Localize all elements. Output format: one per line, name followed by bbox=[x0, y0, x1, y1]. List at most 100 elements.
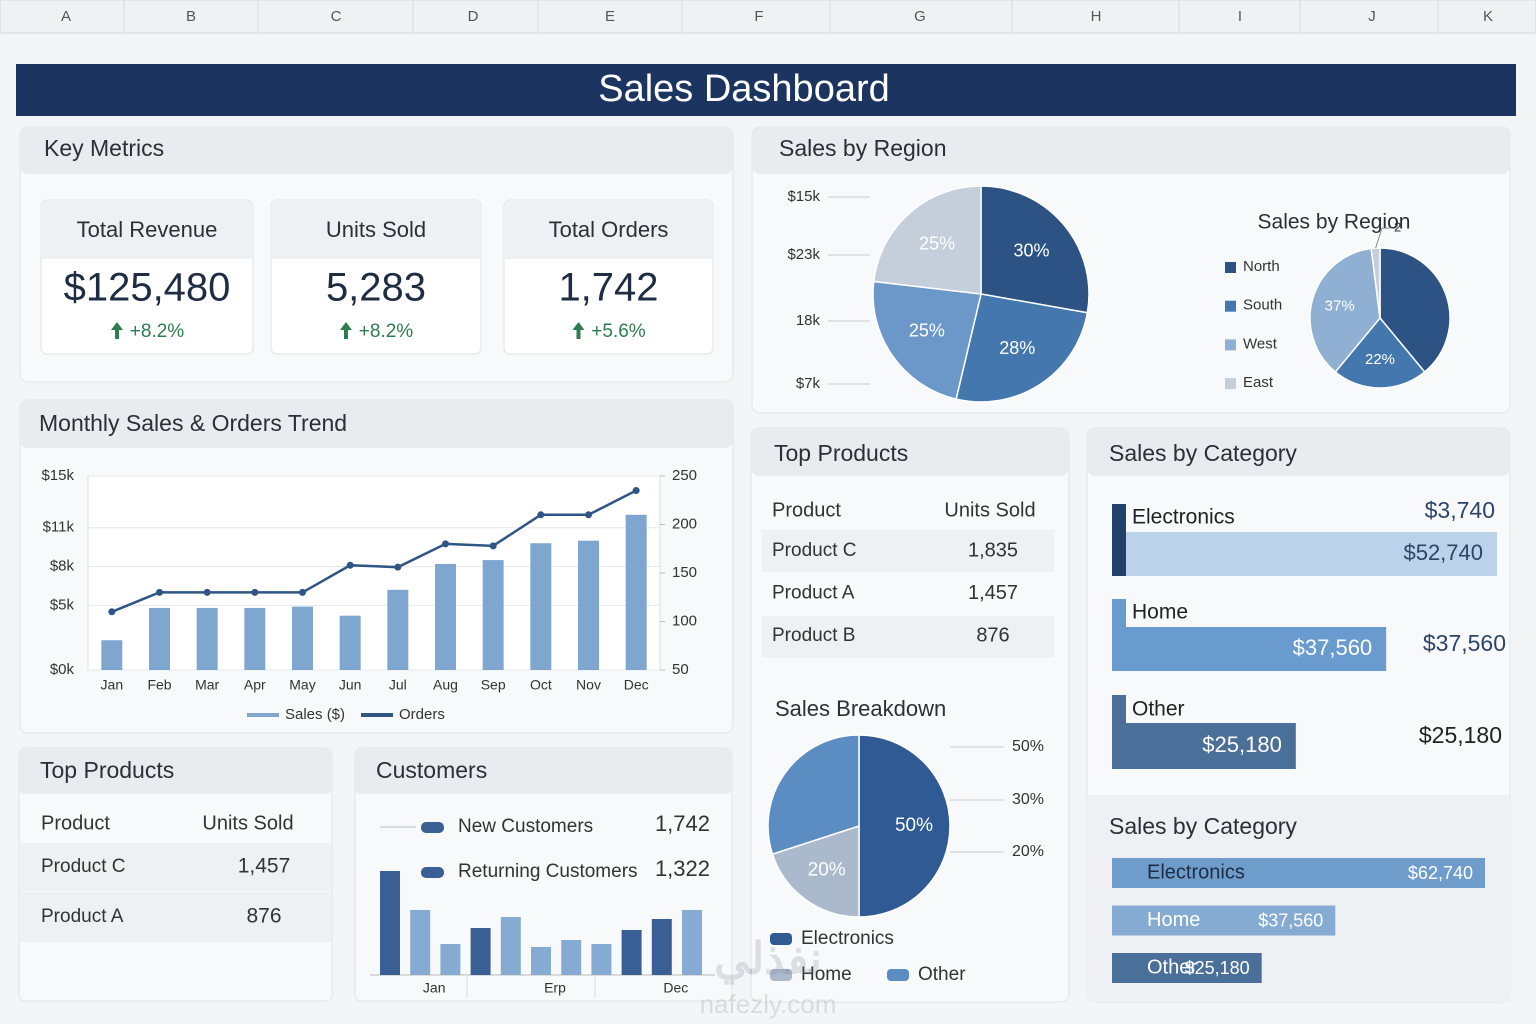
bar bbox=[292, 606, 313, 670]
legend-label: South bbox=[1243, 297, 1282, 314]
legend-swatch bbox=[1225, 262, 1236, 273]
line-marker bbox=[251, 588, 259, 596]
table-row-bg bbox=[762, 530, 1054, 572]
table-cell: 1,457 bbox=[238, 855, 291, 878]
panel-title: Monthly Sales & Orders Trend bbox=[39, 410, 347, 436]
pie-slice bbox=[955, 293, 1089, 403]
x-tick-label: Jul bbox=[389, 677, 407, 693]
x-tick-label: Jun bbox=[339, 677, 362, 693]
pie-slice bbox=[872, 280, 982, 400]
metric-value: 5,283 bbox=[326, 266, 426, 310]
data-label: 30% bbox=[1014, 240, 1050, 260]
table-cell: 1,835 bbox=[968, 539, 1018, 561]
legend-swatch bbox=[1225, 300, 1236, 312]
leader-line bbox=[1375, 227, 1391, 249]
column-label: E bbox=[605, 8, 615, 25]
legend-label: Other bbox=[918, 964, 966, 985]
data-label: $37,560 bbox=[1258, 910, 1323, 930]
category-label: Other bbox=[1132, 698, 1185, 721]
bar-accent bbox=[1112, 504, 1126, 576]
table-row-bg bbox=[20, 892, 331, 942]
x-tick-label: Feb bbox=[147, 677, 171, 693]
table-cell: 1,457 bbox=[968, 582, 1018, 604]
column-label: H bbox=[1091, 8, 1102, 25]
pie-slice bbox=[771, 824, 860, 918]
panel-title: Sales by Region bbox=[779, 135, 947, 161]
bar bbox=[435, 563, 456, 670]
side-label: 50% bbox=[1012, 738, 1044, 755]
bar bbox=[625, 514, 647, 670]
legend-label: New Customers bbox=[458, 816, 593, 837]
side-label: $37,560 bbox=[1423, 630, 1506, 656]
line-marker bbox=[537, 511, 545, 519]
data-label: $62,740 bbox=[1408, 863, 1473, 883]
chart-title: Sales by Category bbox=[1109, 813, 1297, 839]
side-label: $7k bbox=[796, 375, 821, 392]
bar bbox=[1112, 905, 1336, 936]
bar bbox=[591, 944, 612, 975]
category-label: Electronics bbox=[1132, 506, 1235, 529]
table-row-bg bbox=[20, 843, 331, 891]
data-label: 22% bbox=[1365, 351, 1395, 368]
column-label: B bbox=[186, 8, 196, 25]
table-row-bg bbox=[762, 616, 1054, 658]
bar bbox=[1112, 627, 1387, 671]
bar bbox=[621, 930, 642, 975]
bar bbox=[530, 543, 552, 670]
bar bbox=[482, 560, 504, 670]
x-tick-label: Jan bbox=[101, 677, 124, 693]
x-tick-label: Jan bbox=[423, 980, 446, 996]
bar bbox=[387, 589, 409, 670]
line-marker bbox=[632, 487, 640, 495]
pie-slice bbox=[1379, 247, 1451, 373]
panel-header bbox=[19, 748, 332, 794]
table-header: Units Sold bbox=[202, 812, 293, 834]
x-tick-label: Nov bbox=[576, 677, 601, 693]
side-label: $3,740 bbox=[1425, 497, 1495, 523]
legend-label: Returning Customers bbox=[458, 861, 638, 882]
legend-value: 1,322 bbox=[655, 856, 710, 881]
data-label: $25,180 bbox=[1202, 732, 1282, 757]
bar bbox=[196, 607, 218, 670]
line bbox=[111, 489, 637, 613]
bar bbox=[339, 615, 361, 670]
column-label: C bbox=[331, 8, 342, 25]
metric-value: $125,480 bbox=[64, 266, 231, 310]
y2-tick-label: 50 bbox=[672, 661, 689, 678]
y-tick-label: $5k bbox=[50, 596, 75, 613]
x-tick-label: Sep bbox=[481, 677, 506, 693]
y-tick-label: $15k bbox=[41, 467, 74, 484]
line-marker bbox=[489, 542, 497, 550]
column-label: K bbox=[1483, 8, 1493, 25]
column-label: I bbox=[1238, 8, 1242, 25]
panel-header bbox=[751, 428, 1069, 476]
legend-swatch bbox=[770, 969, 792, 981]
plot-area bbox=[87, 475, 661, 671]
line-marker bbox=[346, 561, 354, 569]
pie-slice bbox=[767, 734, 860, 856]
table-cell: Product B bbox=[772, 625, 855, 646]
dashboard-title: Sales Dashboard bbox=[598, 68, 890, 110]
table-header: Product bbox=[41, 812, 110, 834]
panel-header bbox=[752, 127, 1510, 174]
data-label: 25% bbox=[919, 233, 955, 253]
table-cell: 876 bbox=[976, 624, 1009, 646]
metric-label: Units Sold bbox=[326, 217, 426, 242]
legend-label: East bbox=[1243, 374, 1274, 391]
table-cell: Product C bbox=[772, 540, 856, 561]
pie-slice bbox=[858, 734, 951, 918]
bar bbox=[1112, 953, 1262, 983]
legend-value: 1,742 bbox=[655, 811, 710, 836]
line-marker bbox=[394, 563, 402, 571]
panel-header bbox=[20, 400, 733, 448]
metric-change: +8.2% bbox=[130, 321, 185, 342]
panel-header bbox=[20, 127, 733, 174]
data-label: 50% bbox=[895, 815, 933, 836]
side-label: 18k bbox=[796, 312, 821, 329]
panel-title: Sales by Category bbox=[1109, 440, 1297, 466]
legend-label: Home bbox=[801, 964, 852, 985]
panel-title: Key Metrics bbox=[44, 135, 164, 161]
legend-swatch bbox=[421, 822, 444, 833]
panel-title: Top Products bbox=[774, 440, 908, 466]
